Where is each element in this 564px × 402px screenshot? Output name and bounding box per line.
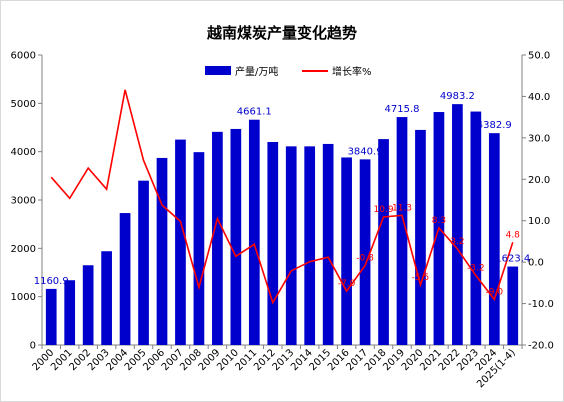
legend: 产量/万吨 增长率% xyxy=(205,65,372,78)
growth-data-label: 8.3 xyxy=(432,216,446,226)
bar xyxy=(175,139,186,345)
labels-layer: 1160.9 4661.1 3840.9 4715.8 4983.2 4382.9 1623… xyxy=(34,91,531,297)
bar xyxy=(101,251,112,345)
y-left-tick-label: 6000 xyxy=(11,51,36,62)
bar xyxy=(230,128,242,345)
bar-data-label: 1623.4 xyxy=(495,254,530,265)
growth-data-label: 4.8 xyxy=(506,230,521,240)
bar xyxy=(470,111,482,345)
y-left-tick-label: 5000 xyxy=(11,99,36,110)
bar-data-label: 4715.8 xyxy=(385,104,420,115)
bar-data-label: 4983.2 xyxy=(440,91,475,102)
bar xyxy=(304,146,316,345)
y-left-tick-label: 4000 xyxy=(11,147,36,158)
line-layer xyxy=(50,89,514,305)
bar-data-label: 4661.1 xyxy=(237,107,272,118)
growth-data-label: -5.5 xyxy=(412,273,430,283)
bar xyxy=(82,265,94,345)
legend-bar-swatch xyxy=(205,66,231,75)
growth-data-label: 3.2 xyxy=(450,237,464,247)
bar xyxy=(488,133,500,345)
bar xyxy=(193,152,205,345)
bar xyxy=(156,157,168,345)
bar xyxy=(378,139,389,345)
bar-data-label: 3840.9 xyxy=(348,146,383,157)
bars-layer xyxy=(45,104,519,346)
bar xyxy=(341,157,352,345)
bar xyxy=(248,119,260,345)
bar xyxy=(45,288,57,345)
y-right-tick-label: 20.0 xyxy=(528,175,550,186)
growth-data-label: -7.0 xyxy=(338,279,356,289)
y-left-tick-label: 0 xyxy=(30,341,36,352)
y-left-tick-label: 3000 xyxy=(11,196,36,207)
legend-bar-label: 产量/万吨 xyxy=(235,65,278,78)
bar xyxy=(322,143,334,345)
y-right-tick-label: -10.0 xyxy=(528,299,554,310)
bar xyxy=(452,104,463,346)
growth-data-label: -9.0 xyxy=(486,287,504,297)
bar xyxy=(64,280,76,345)
bar-data-label: 4382.9 xyxy=(477,120,512,131)
bar xyxy=(415,129,426,345)
y-right-tick-label: 0.0 xyxy=(528,258,544,269)
bar xyxy=(507,266,519,345)
growth-data-label: -0.8 xyxy=(356,253,374,263)
growth-data-label: 11.3 xyxy=(392,203,412,213)
y-right-tick-label: -20.0 xyxy=(528,341,554,352)
growth-data-label: -3.2 xyxy=(467,263,485,273)
bar xyxy=(359,159,371,345)
growth-data-label: 10.9 xyxy=(374,205,394,215)
bar xyxy=(138,180,149,345)
bar xyxy=(212,131,223,345)
bar-data-label: 1160.9 xyxy=(34,276,69,287)
legend-line-label: 增长率% xyxy=(332,65,372,78)
chart-title: 越南煤炭产量变化趋势 xyxy=(206,24,357,42)
y-right-tick-label: 30.0 xyxy=(528,133,550,144)
y-right-tick-label: 40.0 xyxy=(528,92,550,103)
y-right-tick-label: 10.0 xyxy=(528,216,550,227)
y-left-tick-label: 2000 xyxy=(11,244,36,255)
bar xyxy=(285,146,297,345)
y-right-tick-label: 50.0 xyxy=(528,51,550,62)
growth-rate-line xyxy=(50,89,514,305)
bar xyxy=(396,117,408,345)
bar xyxy=(267,142,279,345)
bar xyxy=(119,213,131,345)
y-left-tick-label: 1000 xyxy=(11,292,36,303)
